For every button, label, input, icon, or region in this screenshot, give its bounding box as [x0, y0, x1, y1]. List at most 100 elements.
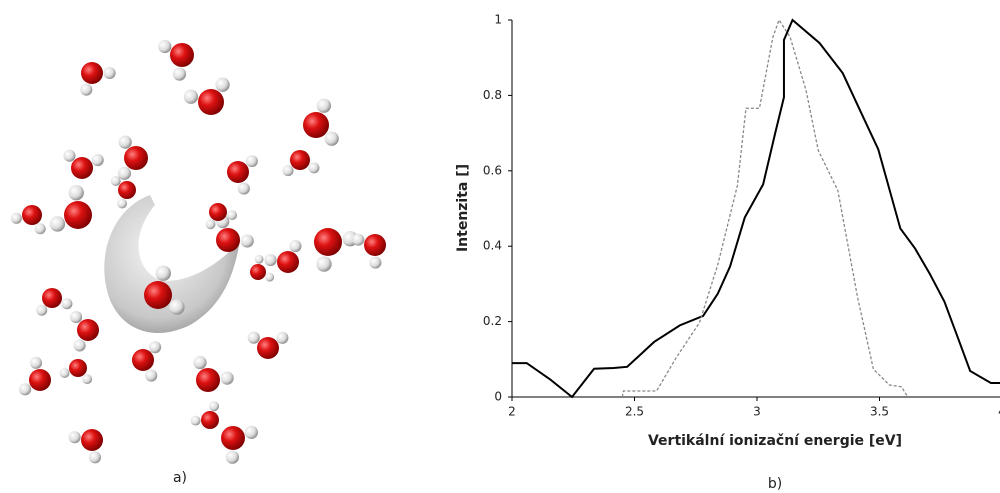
oxygen-atom: [81, 429, 103, 451]
water-molecule: [205, 203, 238, 230]
hydrogen-atom: [19, 383, 32, 396]
hydrogen-atom: [352, 233, 365, 246]
hydrogen-atom: [68, 431, 81, 444]
hydrogen-atom: [10, 212, 22, 224]
oxygen-atom: [290, 150, 310, 170]
water-molecule: [36, 288, 73, 316]
hydrogen-atom: [29, 356, 43, 369]
oxygen-atom: [64, 201, 92, 229]
hydrogen-atom: [215, 77, 230, 92]
x-tick-label: 2: [508, 405, 516, 419]
hydrogen-atom: [247, 331, 260, 344]
x-tick-label: 3: [753, 405, 761, 419]
hydrogen-atom: [225, 450, 240, 464]
hydrogen-atom: [70, 311, 83, 324]
hydrogen-atom: [36, 304, 48, 316]
hydrogen-atom: [169, 299, 185, 315]
oxygen-atom: [314, 228, 342, 256]
hydrogen-atom: [264, 254, 277, 267]
oxygen-atom: [118, 181, 136, 199]
water-molecule: [158, 39, 194, 81]
oxygen-atom: [227, 161, 249, 183]
hydrogen-atom: [316, 98, 332, 113]
hydrogen-atom: [237, 182, 250, 195]
hydrogen-atom: [118, 135, 132, 149]
oxygen-atom: [250, 264, 266, 280]
oxygen-atom: [216, 228, 240, 252]
oxygen-atom: [277, 251, 299, 273]
hydrogen-atom: [209, 401, 220, 412]
oxygen-atom: [201, 411, 219, 429]
hydrogen-atom: [369, 256, 382, 269]
water-molecule: [68, 429, 103, 464]
oxygen-atom: [132, 349, 154, 371]
hydrogen-atom: [117, 166, 132, 180]
oxygen-atom: [170, 43, 194, 67]
hydrogen-atom: [145, 369, 158, 382]
oxygen-atom: [29, 369, 51, 391]
molecule-image: [10, 39, 386, 464]
y-tick-label: 0.6: [483, 163, 502, 177]
water-molecule: [314, 228, 358, 272]
oxygen-atom: [303, 112, 329, 138]
panel-label: b): [768, 476, 782, 492]
hydrogen-atom: [254, 254, 264, 264]
water-molecule: [352, 233, 386, 269]
y-tick-label: 0.2: [483, 314, 502, 328]
oxygen-atom: [69, 359, 87, 377]
hydrogen-atom: [205, 219, 216, 230]
oxygen-atom: [144, 281, 172, 309]
hydrogen-atom: [59, 368, 70, 378]
water-molecule: [216, 214, 254, 252]
hydrogen-atom: [80, 83, 93, 96]
hydrogen-atom: [68, 184, 84, 201]
x-tick-label: 3.5: [870, 405, 889, 419]
hydrogen-atom: [63, 149, 76, 162]
panel-label: a): [173, 470, 187, 486]
water-molecule: [282, 150, 320, 177]
hydrogen-atom: [227, 210, 238, 221]
oxygen-atom: [364, 234, 386, 256]
hydrogen-atom: [149, 341, 162, 354]
y-tick-label: 1: [494, 13, 502, 27]
y-tick-label: 0: [494, 390, 502, 404]
oxygen-atom: [77, 319, 99, 341]
y-axis-title: Intenzita []: [455, 164, 471, 252]
hydrogen-atom: [193, 355, 207, 370]
oxygen-atom: [22, 205, 42, 225]
hydrogen-atom: [88, 451, 102, 464]
hydrogen-atom: [324, 131, 339, 146]
water-molecule: [190, 401, 220, 429]
water-molecule: [303, 98, 339, 146]
water-molecule: [193, 355, 234, 392]
hydrogen-atom: [308, 162, 320, 174]
hydrogen-atom: [117, 198, 128, 209]
hydrogen-atom: [282, 165, 294, 177]
x-tick-label: 2.5: [625, 405, 644, 419]
water-molecule: [80, 62, 116, 96]
hydrogen-atom: [190, 415, 201, 426]
water-molecule: [227, 155, 258, 195]
oxygen-atom: [221, 426, 245, 450]
hydrogen-atom: [158, 39, 172, 54]
water-molecule: [144, 265, 185, 315]
hydrogen-atom: [220, 371, 234, 385]
hydrogen-atom: [82, 374, 93, 385]
water-molecule: [117, 135, 148, 180]
water-molecule: [10, 205, 46, 235]
y-tick-label: 0.4: [483, 239, 502, 253]
water-molecule: [183, 77, 230, 115]
hydrogen-atom: [61, 298, 73, 310]
hydrogen-atom: [34, 223, 46, 235]
oxygen-atom: [42, 288, 62, 308]
water-molecule: [264, 240, 302, 273]
water-molecule: [19, 356, 51, 396]
water-molecule: [250, 254, 275, 282]
hydrogen-atom: [289, 240, 302, 253]
oxygen-atom: [71, 157, 93, 179]
x-axis-title: Vertikální ionizační energie [eV]: [648, 433, 902, 449]
data-line: [512, 18, 1000, 399]
hydrogen-atom: [240, 234, 254, 248]
